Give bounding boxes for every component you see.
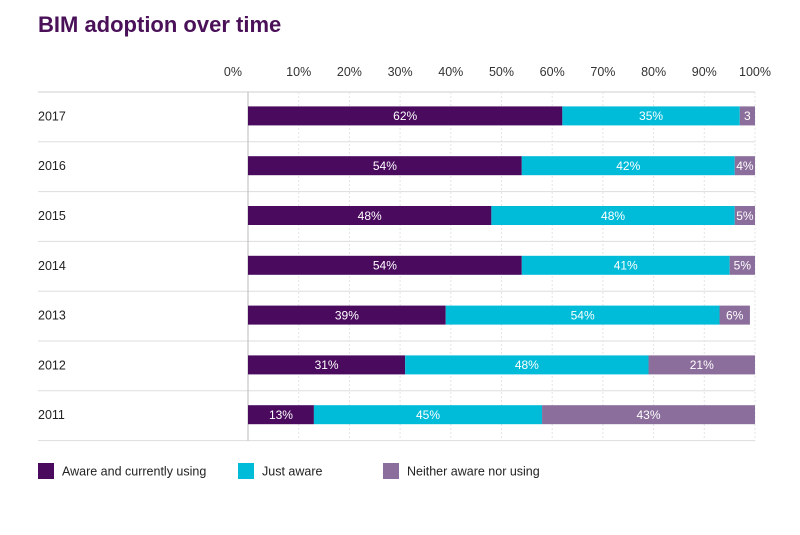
bar-segment bbox=[734, 156, 755, 176]
x-tick-label: 30% bbox=[388, 65, 413, 79]
x-tick-label: 80% bbox=[641, 65, 666, 79]
bar-segment bbox=[248, 255, 522, 275]
bar-segment bbox=[248, 206, 492, 225]
category-label: 2013 bbox=[38, 309, 66, 323]
bar-segment bbox=[248, 405, 314, 425]
data-label: 5% bbox=[734, 259, 752, 273]
x-tick-label: 90% bbox=[692, 65, 717, 79]
bar-segment bbox=[313, 405, 543, 425]
x-tick-label: 60% bbox=[540, 65, 565, 79]
category-label: 2011 bbox=[38, 408, 65, 422]
legend-item: Just aware bbox=[238, 463, 322, 479]
legend-swatch bbox=[38, 463, 54, 479]
data-label: 48% bbox=[515, 358, 539, 372]
data-label: 54% bbox=[373, 159, 397, 173]
data-label: 54% bbox=[571, 308, 595, 322]
data-label: 48% bbox=[358, 209, 382, 223]
bar-segment bbox=[739, 106, 755, 126]
bar-segment bbox=[405, 355, 649, 375]
data-label: 45% bbox=[416, 408, 440, 422]
bar-segment bbox=[491, 206, 735, 225]
bar-segment bbox=[542, 405, 755, 425]
data-label: 42% bbox=[616, 159, 640, 173]
data-label: 21% bbox=[690, 358, 714, 372]
bar-segment bbox=[445, 305, 720, 325]
bar-segment bbox=[521, 255, 730, 275]
bar-segment bbox=[719, 305, 750, 325]
data-label: 4% bbox=[736, 159, 754, 173]
data-label: 13% bbox=[269, 408, 293, 422]
legend-item: Aware and currently using bbox=[38, 463, 206, 479]
bar-segment bbox=[248, 156, 522, 176]
data-label: 62% bbox=[393, 109, 417, 123]
legend-label: Aware and currently using bbox=[62, 465, 206, 479]
category-label: 2012 bbox=[38, 358, 66, 372]
data-label: 35% bbox=[639, 109, 663, 123]
legend-swatch bbox=[238, 463, 254, 479]
data-label: 48% bbox=[601, 209, 625, 223]
data-label: 43% bbox=[637, 408, 661, 422]
bar-segment bbox=[521, 156, 735, 176]
data-label: 31% bbox=[315, 358, 339, 372]
legend-label: Just aware bbox=[262, 465, 322, 479]
x-tick-label: 10% bbox=[286, 65, 311, 79]
data-label: 39% bbox=[335, 308, 359, 322]
bar-segment bbox=[729, 255, 755, 275]
chart-title: BIM adoption over time bbox=[38, 12, 282, 37]
category-label: 2016 bbox=[38, 159, 66, 173]
legend-item: Neither aware nor using bbox=[383, 463, 540, 479]
x-tick-label: 70% bbox=[590, 65, 615, 79]
data-label: 5% bbox=[736, 209, 754, 223]
data-label: 3 bbox=[744, 109, 751, 123]
category-label: 2015 bbox=[38, 209, 66, 223]
data-label: 54% bbox=[373, 259, 397, 273]
data-label: 6% bbox=[726, 308, 744, 322]
bar-segment bbox=[648, 355, 755, 375]
bar-segment bbox=[248, 355, 406, 375]
category-label: 2014 bbox=[38, 259, 66, 273]
data-label: 41% bbox=[614, 259, 638, 273]
bar-segment bbox=[248, 106, 563, 126]
x-tick-label: 50% bbox=[489, 65, 514, 79]
bar-segment bbox=[248, 305, 446, 325]
x-tick-label: 20% bbox=[337, 65, 362, 79]
x-tick-label: 0% bbox=[224, 65, 242, 79]
x-tick-label: 40% bbox=[438, 65, 463, 79]
bar-segment bbox=[562, 106, 740, 126]
category-label: 2017 bbox=[38, 109, 66, 123]
x-tick-label: 100% bbox=[739, 65, 771, 79]
legend-swatch bbox=[383, 463, 399, 479]
legend-label: Neither aware nor using bbox=[407, 465, 540, 479]
bar-segment bbox=[734, 206, 755, 225]
